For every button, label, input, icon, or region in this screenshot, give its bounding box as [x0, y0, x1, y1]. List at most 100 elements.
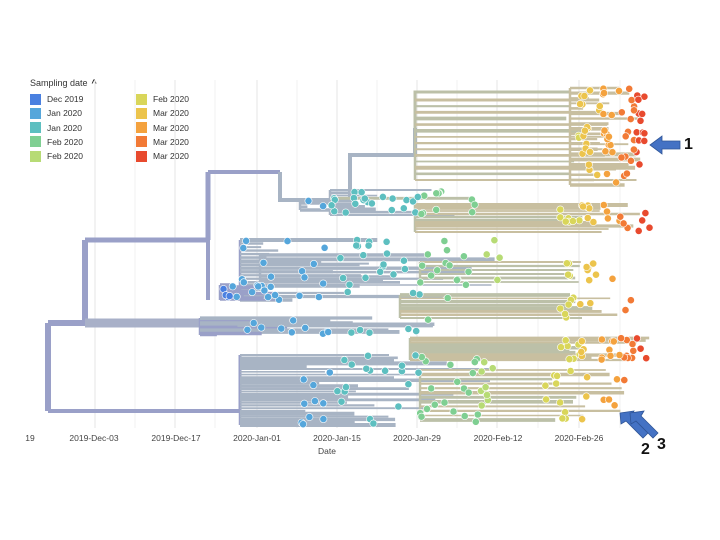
tree-tip[interactable] — [582, 263, 591, 271]
tree-tip[interactable] — [612, 178, 620, 187]
tree-tip[interactable] — [613, 375, 621, 384]
tree-tip[interactable] — [576, 300, 585, 309]
tree-tip[interactable] — [359, 251, 368, 260]
tree-tip[interactable] — [629, 346, 638, 355]
tree-tip[interactable] — [324, 328, 333, 336]
tree-tip[interactable] — [453, 377, 462, 386]
tree-tip[interactable] — [365, 328, 374, 337]
tree-tip[interactable] — [615, 87, 623, 95]
tree-tip[interactable] — [553, 371, 561, 380]
tree-tip[interactable] — [305, 413, 314, 421]
tree-tip[interactable] — [636, 116, 645, 125]
tree-tip[interactable] — [399, 204, 408, 213]
tree-tip[interactable] — [319, 399, 328, 408]
tree-tip[interactable] — [283, 237, 292, 245]
tree-tip[interactable] — [364, 241, 373, 250]
tree-tip[interactable] — [417, 210, 426, 218]
tree-tip[interactable] — [430, 400, 439, 409]
legend-item[interactable]: Feb 2020 — [136, 92, 189, 106]
tree-tip[interactable] — [382, 237, 391, 246]
tree-tip[interactable] — [556, 304, 565, 313]
tree-tip[interactable] — [599, 110, 608, 118]
tree-tip[interactable] — [565, 355, 574, 364]
tree-tip[interactable] — [617, 153, 626, 162]
tree-tip[interactable] — [556, 398, 564, 407]
tree-tip[interactable] — [239, 244, 248, 252]
tree-tip[interactable] — [345, 280, 354, 289]
tree-tip[interactable] — [589, 218, 598, 226]
tree-tip[interactable] — [228, 282, 237, 291]
tree-tip[interactable] — [249, 319, 258, 327]
tree-tip[interactable] — [603, 169, 611, 178]
tree-tip[interactable] — [319, 279, 328, 288]
tree-tip[interactable] — [243, 325, 252, 334]
tree-tip[interactable] — [387, 206, 396, 214]
tree-tip[interactable] — [369, 419, 378, 428]
tree-tip[interactable] — [459, 252, 468, 261]
tree-tip[interactable] — [254, 282, 263, 291]
tree-tip[interactable] — [483, 391, 491, 399]
tree-tip[interactable] — [490, 236, 499, 245]
tree-tip[interactable] — [561, 310, 569, 318]
legend-header[interactable]: Sampling date ^ — [30, 77, 250, 89]
tree-tip[interactable] — [617, 334, 625, 343]
tree-tip[interactable] — [239, 278, 248, 287]
tree-tip[interactable] — [267, 272, 275, 281]
tree-tip[interactable] — [402, 196, 411, 204]
tree-tip[interactable] — [473, 410, 482, 419]
tree-tip[interactable] — [453, 276, 461, 284]
tree-tip[interactable] — [266, 282, 275, 291]
tree-tip[interactable] — [356, 326, 364, 334]
tree-tip[interactable] — [413, 192, 422, 201]
tree-tip[interactable] — [581, 126, 589, 135]
tree-tip[interactable] — [287, 328, 296, 337]
tree-tip[interactable] — [461, 280, 470, 289]
tree-tip[interactable] — [621, 132, 630, 141]
tree-tip[interactable] — [564, 300, 573, 309]
tree-tip[interactable] — [388, 194, 397, 203]
tree-tip[interactable] — [468, 369, 477, 377]
tree-tip[interactable] — [304, 196, 313, 205]
tree-tip[interactable] — [470, 200, 479, 209]
tree-tip[interactable] — [259, 258, 268, 267]
tree-tip[interactable] — [600, 89, 608, 97]
tree-tip[interactable] — [623, 169, 631, 178]
tree-tip[interactable] — [399, 256, 408, 265]
tree-tip[interactable] — [264, 293, 272, 301]
tree-tip[interactable] — [620, 376, 629, 384]
tree-tip[interactable] — [464, 267, 473, 276]
tree-tip[interactable] — [347, 328, 356, 337]
tree-tip[interactable] — [423, 404, 431, 413]
tree-tip[interactable] — [319, 415, 328, 423]
tree-tip[interactable] — [488, 364, 497, 373]
tree-tip[interactable] — [417, 412, 426, 421]
tree-tip[interactable] — [638, 110, 647, 118]
tree-tip[interactable] — [460, 412, 469, 420]
tree-tip[interactable] — [225, 292, 234, 300]
tree-tip[interactable] — [541, 381, 550, 390]
tree-tip[interactable] — [343, 288, 352, 296]
tree-tip[interactable] — [608, 148, 617, 157]
tree-tip[interactable] — [433, 266, 442, 275]
tree-tip[interactable] — [314, 293, 323, 301]
tree-tip[interactable] — [360, 194, 369, 203]
tree-tip[interactable] — [576, 100, 584, 108]
tree-tip[interactable] — [339, 274, 347, 282]
tree-tip[interactable] — [557, 343, 565, 352]
tree-tip[interactable] — [423, 250, 432, 259]
tree-tip[interactable] — [566, 367, 575, 375]
tree-tip[interactable] — [636, 344, 645, 353]
tree-tip[interactable] — [630, 145, 638, 154]
tree-tip[interactable] — [556, 213, 565, 222]
tree-tip[interactable] — [440, 398, 449, 407]
tree-tip[interactable] — [277, 324, 286, 333]
tree-tip[interactable] — [379, 260, 388, 269]
tree-tip[interactable] — [389, 270, 398, 279]
legend-item[interactable]: Mar 2020 — [136, 106, 189, 120]
tree-tip[interactable] — [309, 259, 318, 268]
tree-tip[interactable] — [578, 415, 586, 424]
legend-item[interactable]: Feb 2020 — [30, 149, 83, 163]
tree-tip[interactable] — [327, 201, 336, 210]
tree-tip[interactable] — [561, 217, 570, 226]
tree-tip[interactable] — [432, 189, 441, 198]
